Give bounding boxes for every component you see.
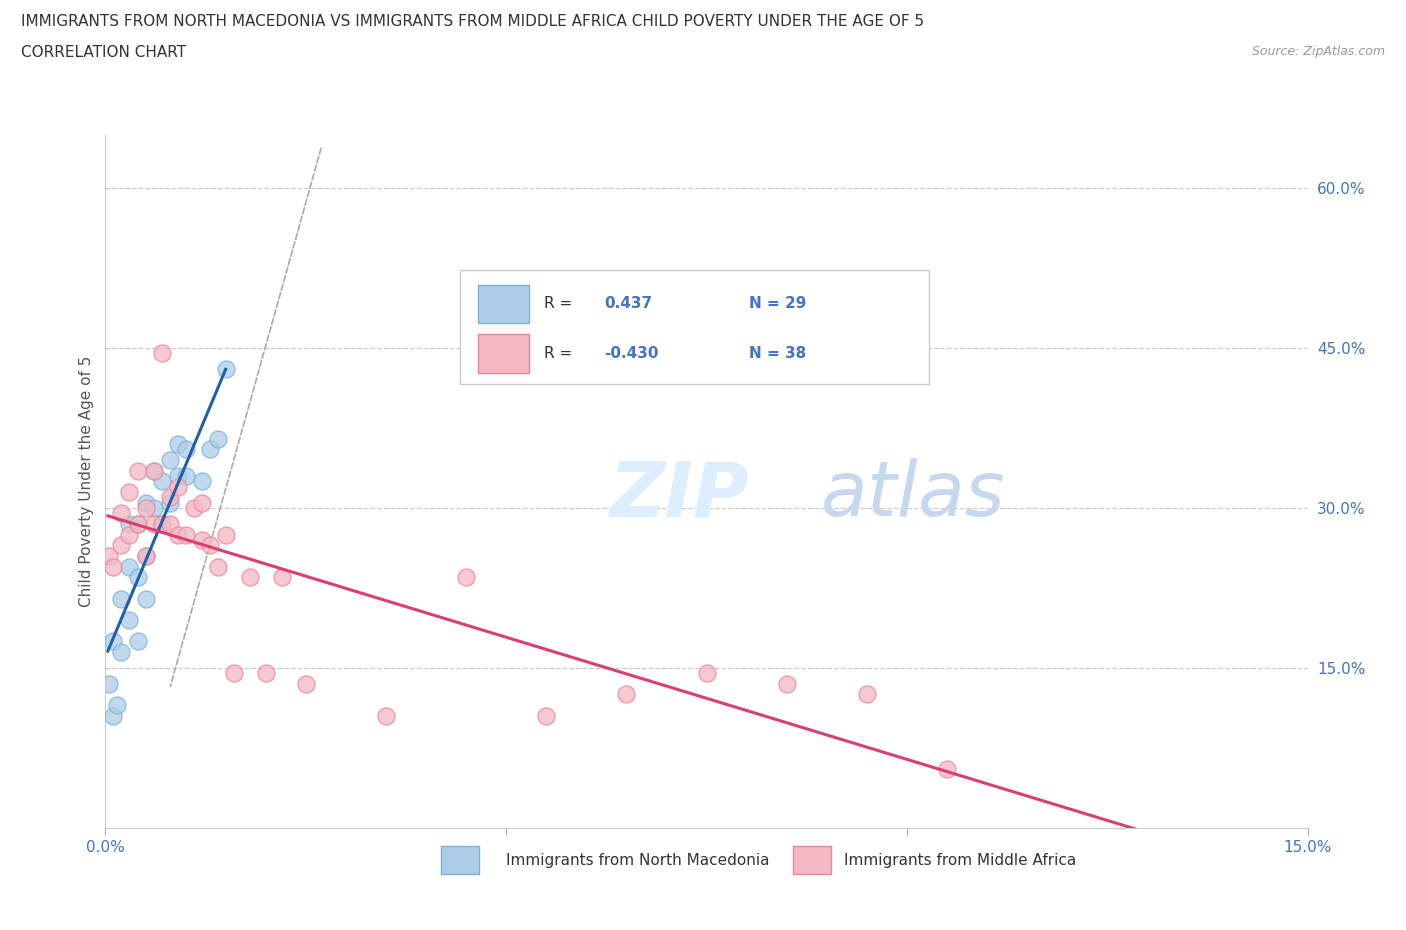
Point [190, 533, 212, 548]
Point [159, 490, 181, 505]
Text: R =: R = [544, 297, 572, 312]
Point [207, 559, 229, 574]
Point [127, 633, 149, 648]
Point [118, 559, 141, 574]
Point [776, 676, 799, 691]
Point [198, 538, 221, 552]
Point [454, 570, 477, 585]
Point [214, 362, 236, 377]
Point [183, 500, 205, 515]
Point [118, 485, 141, 499]
Text: Source: ZipAtlas.com: Source: ZipAtlas.com [1251, 45, 1385, 58]
Point [174, 527, 197, 542]
Text: 0.437: 0.437 [605, 297, 652, 312]
Point [107, 698, 129, 712]
Text: IMMIGRANTS FROM NORTH MACEDONIA VS IMMIGRANTS FROM MIDDLE AFRICA CHILD POVERTY U: IMMIGRANTS FROM NORTH MACEDONIA VS IMMIG… [21, 14, 924, 29]
Point [142, 516, 165, 531]
Point [214, 527, 236, 542]
Point [135, 495, 157, 510]
Point [198, 442, 221, 457]
Point [150, 516, 173, 531]
Text: N = 38: N = 38 [748, 346, 806, 361]
Point [118, 613, 141, 628]
Point [166, 469, 188, 484]
FancyBboxPatch shape [478, 285, 529, 324]
Point [239, 570, 262, 585]
Point [166, 527, 188, 542]
Point [135, 591, 157, 606]
Point [110, 506, 132, 521]
Point [103, 633, 125, 648]
Point [159, 495, 181, 510]
Text: ZIP: ZIP [610, 458, 749, 532]
Point [190, 495, 212, 510]
Point [150, 346, 173, 361]
Text: N = 29: N = 29 [748, 297, 806, 312]
Text: Immigrants from North Macedonia: Immigrants from North Macedonia [506, 853, 769, 868]
Text: CORRELATION CHART: CORRELATION CHART [21, 45, 186, 60]
Point [254, 666, 277, 681]
FancyBboxPatch shape [460, 270, 929, 384]
Text: R =: R = [544, 346, 572, 361]
Point [98, 676, 121, 691]
Point [166, 436, 188, 451]
Point [222, 666, 245, 681]
Point [103, 709, 125, 724]
Point [118, 527, 141, 542]
Point [135, 549, 157, 564]
Point [142, 463, 165, 478]
Point [110, 538, 132, 552]
Point [174, 469, 197, 484]
Point [150, 474, 173, 489]
Point [374, 709, 398, 724]
Point [207, 432, 229, 446]
Text: atlas: atlas [821, 458, 1005, 532]
Point [534, 709, 557, 724]
Point [616, 687, 638, 702]
Point [135, 549, 157, 564]
Point [936, 762, 959, 777]
Point [127, 463, 149, 478]
Point [696, 666, 718, 681]
Text: -0.430: -0.430 [605, 346, 659, 361]
Text: Immigrants from Middle Africa: Immigrants from Middle Africa [844, 853, 1076, 868]
Point [110, 591, 132, 606]
FancyBboxPatch shape [478, 335, 529, 373]
Point [190, 474, 212, 489]
Point [159, 516, 181, 531]
Point [118, 516, 141, 531]
Y-axis label: Child Poverty Under the Age of 5: Child Poverty Under the Age of 5 [79, 355, 94, 607]
Point [295, 676, 318, 691]
Point [135, 500, 157, 515]
Point [855, 687, 877, 702]
Point [166, 479, 188, 494]
Point [150, 516, 173, 531]
Point [270, 570, 292, 585]
Point [127, 516, 149, 531]
Point [98, 549, 121, 564]
Point [110, 644, 132, 659]
Point [174, 442, 197, 457]
Point [103, 559, 125, 574]
Point [159, 453, 181, 468]
Point [142, 500, 165, 515]
Point [127, 570, 149, 585]
Point [127, 516, 149, 531]
Point [142, 463, 165, 478]
